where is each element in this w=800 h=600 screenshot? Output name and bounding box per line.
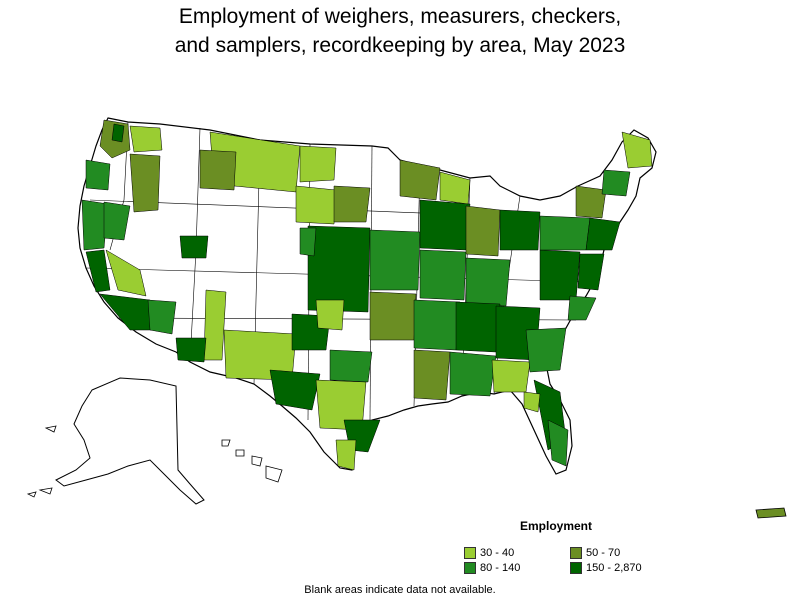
map-title-line-2: and samplers, recordkeeping by area, May… [174,34,626,57]
legend-swatch-80-140 [464,562,476,574]
legend-item-50-70: 50 - 70 [570,547,620,559]
puerto-rico [755,507,787,519]
map-title-line-1: Employment of weighers, measurers, check… [178,5,622,28]
legend-item-80-140: 80 - 140 [464,562,520,574]
legend-item-150-2870: 150 - 2,870 [570,562,642,574]
legend-label-30-40: 30 - 40 [480,547,515,559]
legend-label-50-70: 50 - 70 [586,547,621,559]
map-title: Employment of weighers, measurers, check… [0,2,800,60]
legend-title: Employment [520,519,593,533]
legend-swatch-150-2870 [570,562,582,574]
alaska-outline [55,377,205,505]
alaska-islands [26,425,57,498]
footnote: Blank areas indicate data not available. [304,584,496,596]
area-regions [81,119,653,471]
legend-swatch-50-70 [570,547,582,559]
legend-label-150-2870: 150 - 2,870 [586,562,642,574]
hawaii-islands [221,439,283,483]
legend-item-30-40: 30 - 40 [464,547,514,559]
legend-label-80-140: 80 - 140 [480,562,521,574]
legend-swatch-30-40 [464,547,476,559]
